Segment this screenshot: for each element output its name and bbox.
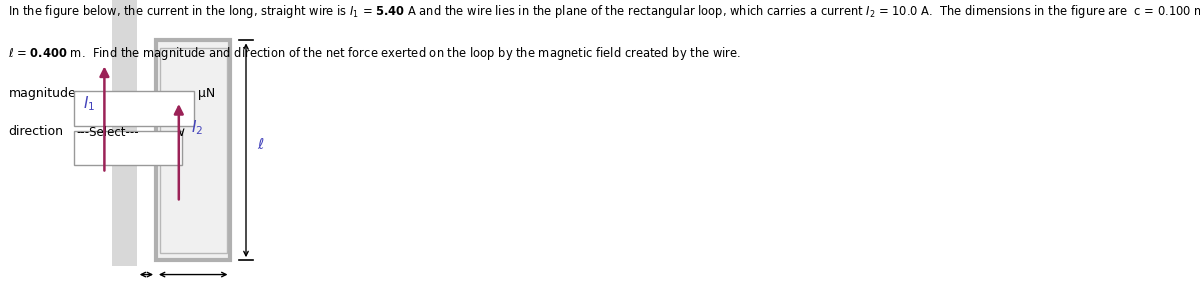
Text: direction: direction bbox=[8, 125, 64, 138]
Text: ---Select---: ---Select--- bbox=[77, 126, 139, 139]
Text: $\ell$ = $\mathbf{0.400}$ m.  Find the magnitude and direction of the net force : $\ell$ = $\mathbf{0.400}$ m. Find the ma… bbox=[8, 45, 742, 62]
Text: $\ell$: $\ell$ bbox=[257, 137, 264, 152]
Bar bbox=[160, 48, 227, 253]
Text: μN: μN bbox=[198, 87, 215, 100]
Bar bbox=[74, 131, 182, 165]
Text: ∨: ∨ bbox=[176, 126, 186, 139]
Text: magnitude: magnitude bbox=[8, 87, 76, 100]
Bar bbox=[112, 0, 137, 266]
Bar bbox=[156, 40, 230, 260]
Text: $c$: $c$ bbox=[142, 286, 151, 289]
Text: $I_1$: $I_1$ bbox=[83, 95, 95, 113]
Text: $a$: $a$ bbox=[188, 286, 198, 289]
Text: In the figure below, the current in the long, straight wire is $I_1$ = $\mathbf{: In the figure below, the current in the … bbox=[8, 3, 1200, 20]
Bar bbox=[74, 91, 194, 126]
Text: $I_2$: $I_2$ bbox=[191, 118, 203, 136]
